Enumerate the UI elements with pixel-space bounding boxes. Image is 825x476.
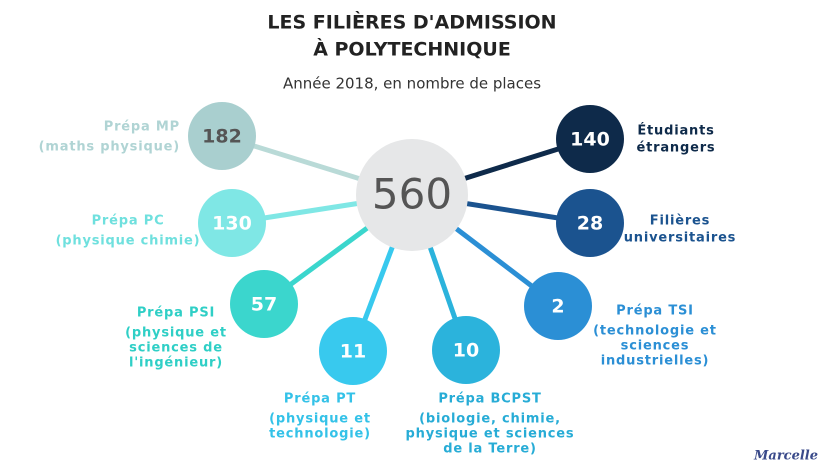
logo: Marcelle xyxy=(753,449,818,464)
node-detail: (physique et xyxy=(269,412,371,427)
node-label: Filières xyxy=(650,214,710,229)
node-value: 57 xyxy=(251,294,277,316)
node-value: 2 xyxy=(551,296,564,318)
node-label: Prépa PSI xyxy=(137,306,215,321)
node-value: 11 xyxy=(340,341,366,363)
node-value: 130 xyxy=(212,213,252,235)
node-detail: industrielles) xyxy=(601,354,710,369)
node-detail: (maths physique) xyxy=(39,140,180,155)
node-label: Prépa MP xyxy=(104,120,180,135)
node-detail: physique et sciences xyxy=(406,427,575,442)
node-detail: sciences xyxy=(621,339,690,354)
node-circle xyxy=(556,105,624,173)
node-circle xyxy=(556,189,624,257)
node-label: Prépa TSI xyxy=(616,304,694,319)
node-circle xyxy=(198,189,266,257)
node-value: 10 xyxy=(453,340,479,362)
node-detail: de la Terre) xyxy=(443,442,537,457)
node-detail: (physique chimie) xyxy=(56,234,201,249)
node-label: Prépa PT xyxy=(284,392,356,407)
node-detail: universitaires xyxy=(624,231,736,246)
subtitle: Année 2018, en nombre de places xyxy=(283,75,541,93)
node-detail: l'ingénieur) xyxy=(129,356,223,371)
node-value: 182 xyxy=(202,126,242,148)
node-circle xyxy=(432,316,500,384)
node-detail: (physique et xyxy=(125,326,227,341)
node-value: 28 xyxy=(577,213,603,235)
node-detail: (biologie, chimie, xyxy=(419,412,561,427)
node-circle xyxy=(319,317,387,385)
node-value: 140 xyxy=(570,129,610,151)
center-circle xyxy=(356,139,468,251)
center-value: 560 xyxy=(372,170,452,219)
title: À POLYTECHNIQUE xyxy=(313,38,511,61)
node-circle xyxy=(188,102,256,170)
title: LES FILIÈRES D'ADMISSION xyxy=(267,11,556,34)
node-circle xyxy=(230,270,298,338)
node-detail: (technologie et xyxy=(593,324,717,339)
node-label: Prépa BCPST xyxy=(438,392,541,407)
node-label: Prépa PC xyxy=(92,214,165,229)
node-detail: sciences de xyxy=(129,341,223,356)
node-detail: technologie) xyxy=(269,427,371,442)
node-label: Étudiants xyxy=(637,123,714,139)
node-detail: étrangers xyxy=(637,141,716,156)
node-circle xyxy=(524,272,592,340)
